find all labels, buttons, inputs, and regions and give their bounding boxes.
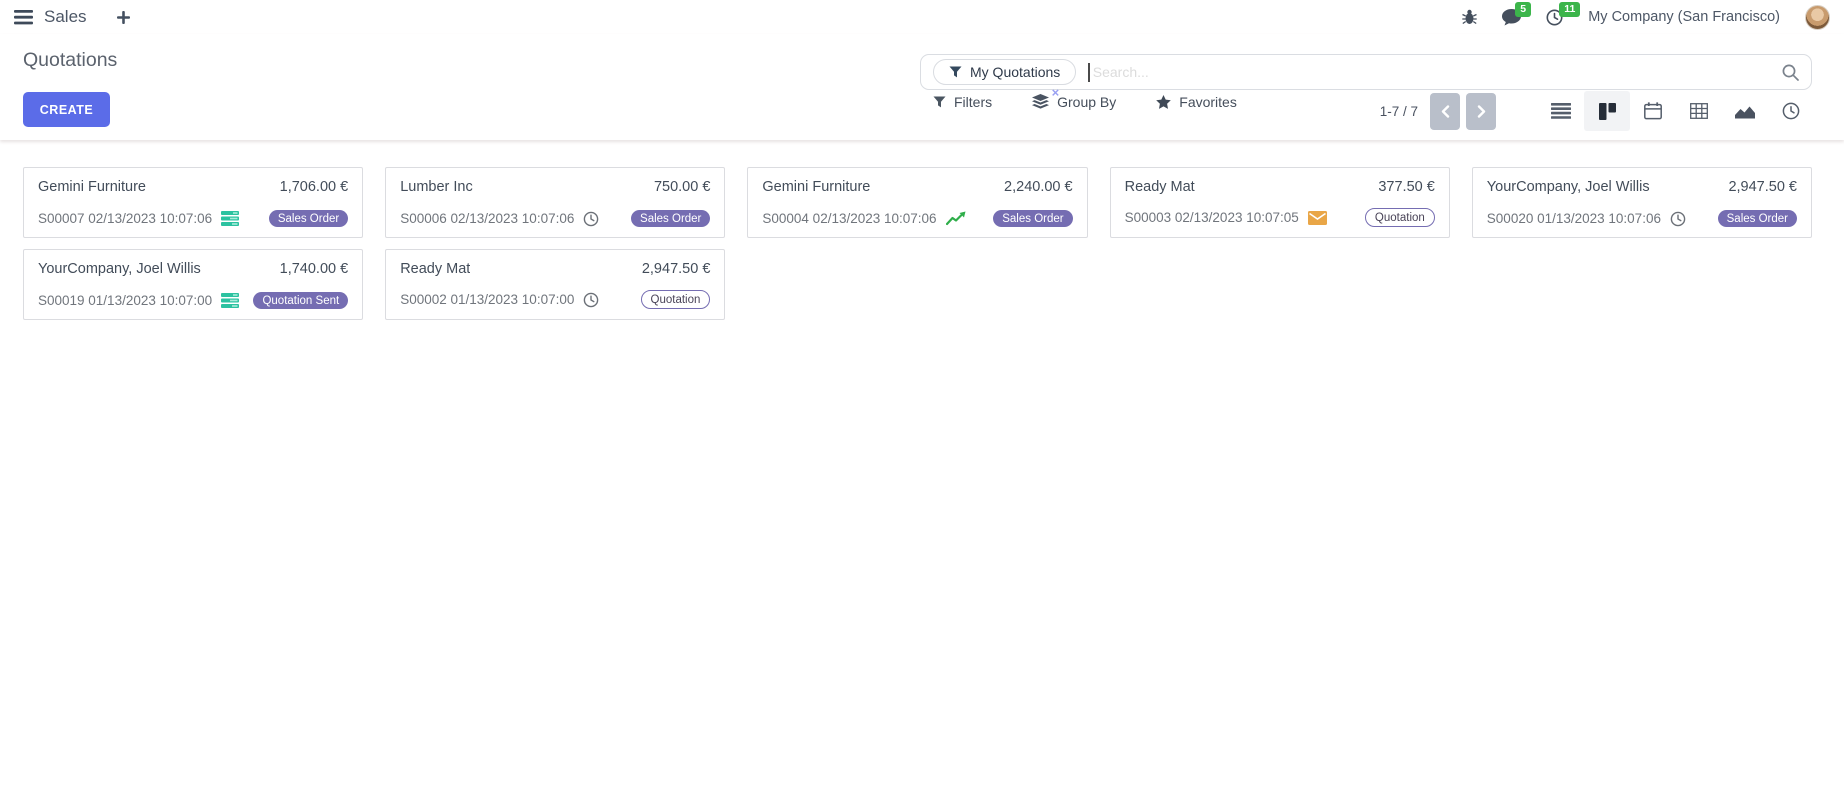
kanban-view-icon[interactable] [1584,91,1630,131]
filter-funnel-icon [933,96,946,108]
order-reference-date: S00004 02/13/2023 10:07:06 [762,211,937,226]
calendar-view-icon[interactable] [1630,91,1676,131]
clock-icon[interactable] [583,292,599,308]
customer-name: Ready Mat [400,261,471,277]
status-badge: Sales Order [1717,210,1797,227]
apps-menu-icon[interactable] [14,9,33,25]
layers-icon [1032,94,1050,109]
status-badge: Sales Order [631,210,711,227]
filters-button[interactable]: Filters [933,94,992,110]
user-company-menu[interactable]: My Company (San Francisco) [1588,9,1780,25]
kanban-grid: Gemini Furniture 1,706.00 € S00007 02/13… [23,167,1812,320]
view-switcher [1538,91,1814,131]
text-caret [1088,62,1090,82]
customer-name: Lumber Inc [400,179,473,195]
activity-view-icon[interactable] [1768,91,1814,131]
customer-name: YourCompany, Joel Willis [38,261,201,277]
order-reference-date: S00003 02/13/2023 10:07:05 [1124,210,1299,225]
facet-remove-icon[interactable]: × [1051,85,1060,100]
search-input[interactable] [1092,64,1782,80]
page-title: Quotations [23,49,118,71]
envelope-icon[interactable] [1307,210,1327,225]
status-badge: Quotation [640,290,711,309]
quotation-card[interactable]: Ready Mat 377.50 € S00003 02/13/2023 10:… [1109,167,1450,238]
tasks-icon[interactable] [221,293,240,308]
status-badge: Sales Order [993,210,1073,227]
graph-view-icon[interactable] [1722,91,1768,131]
app-name[interactable]: Sales [44,7,87,26]
favorites-button[interactable]: Favorites [1156,94,1237,110]
order-reference-date: S00002 01/13/2023 10:07:00 [400,292,575,307]
quotation-card[interactable]: Gemini Furniture 2,240.00 € S00004 02/13… [747,167,1088,238]
pager-range: 1-7 / 7 [1379,103,1418,119]
customer-name: YourCompany, Joel Willis [1486,179,1650,195]
order-amount: 1,740.00 € [279,261,349,277]
kanban-view: Gemini Furniture 1,706.00 € S00007 02/13… [0,140,1844,320]
debug-bug-icon[interactable] [1462,9,1477,25]
quotation-card[interactable]: Ready Mat 2,947.50 € S00002 01/13/2023 1… [385,249,726,320]
pager-previous-button[interactable] [1430,92,1460,130]
group-by-button[interactable]: Group By [1032,94,1116,110]
order-amount: 750.00 € [653,179,711,195]
list-view-icon[interactable] [1538,91,1584,131]
search-icon[interactable] [1782,64,1799,81]
activities-count-badge: 11 [1559,1,1581,18]
pager-next-button[interactable] [1466,92,1496,130]
order-amount: 377.50 € [1378,179,1435,195]
add-tab-icon[interactable] [116,10,130,24]
order-amount: 2,947.50 € [1728,179,1797,195]
quotation-card[interactable]: Lumber Inc 750.00 € S00006 02/13/2023 10… [385,167,726,238]
messages-icon[interactable]: 5 [1502,1,1532,26]
order-amount: 2,947.50 € [641,261,711,277]
quotation-card[interactable]: YourCompany, Joel Willis 1,740.00 € S000… [23,249,364,320]
order-reference-date: S00019 01/13/2023 10:07:00 [38,293,213,308]
order-amount: 2,240.00 € [1004,179,1073,195]
quotation-card[interactable]: YourCompany, Joel Willis 2,947.50 € S000… [1471,167,1812,238]
star-icon [1156,94,1172,109]
chart-icon[interactable] [945,211,966,226]
messages-count-badge: 5 [1515,1,1532,18]
search-facet-my-quotations[interactable]: My Quotations × [933,59,1077,99]
clock-icon[interactable] [583,211,599,227]
top-navbar: Sales 5 11 My Company (San Francisco) [0,0,1844,34]
control-panel: Quotations My Quotations × CREATE Filter… [0,34,1844,140]
filter-funnel-icon [949,66,962,78]
chevron-right-icon [1477,104,1485,118]
avatar[interactable] [1805,4,1830,30]
clock-icon[interactable] [1670,211,1686,227]
pivot-view-icon[interactable] [1676,91,1722,131]
activities-clock-icon[interactable]: 11 [1546,1,1581,26]
customer-name: Gemini Furniture [38,179,146,195]
status-badge: Quotation [1364,208,1435,227]
customer-name: Ready Mat [1124,179,1195,195]
status-badge: Sales Order [268,210,349,227]
chevron-left-icon [1441,104,1449,118]
search-bar[interactable]: My Quotations × [920,54,1812,99]
quotation-card[interactable]: Gemini Furniture 1,706.00 € S00007 02/13… [23,167,364,238]
search-facet-label: My Quotations [970,64,1061,80]
tasks-icon[interactable] [221,211,240,226]
order-amount: 1,706.00 € [279,179,349,195]
order-reference-date: S00020 01/13/2023 10:07:06 [1486,211,1661,226]
order-reference-date: S00007 02/13/2023 10:07:06 [38,211,213,226]
order-reference-date: S00006 02/13/2023 10:07:06 [400,211,575,226]
status-badge: Quotation Sent [253,292,349,309]
customer-name: Gemini Furniture [762,179,871,195]
create-button[interactable]: CREATE [23,92,110,127]
